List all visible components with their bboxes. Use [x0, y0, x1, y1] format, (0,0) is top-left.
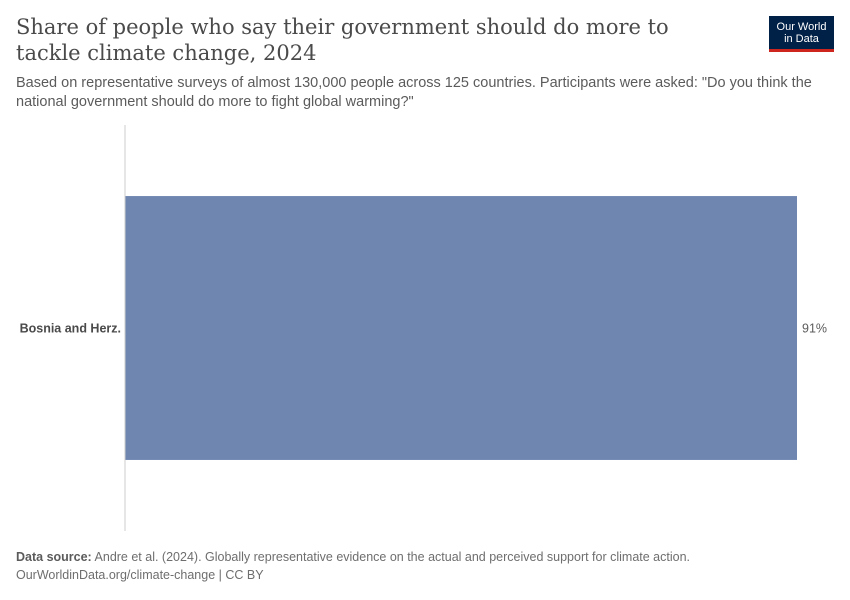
data-source: Data source: Andre et al. (2024). Global…: [16, 548, 836, 566]
owid-logo[interactable]: Our World in Data: [769, 16, 834, 52]
data-source-text: Andre et al. (2024). Globally representa…: [94, 550, 691, 564]
footer-url[interactable]: OurWorldinData.org/climate-change | CC B…: [16, 568, 264, 582]
logo-line-1: Our World: [776, 21, 827, 33]
chart-subtitle: Based on representative surveys of almos…: [16, 75, 812, 110]
bar[interactable]: [125, 196, 798, 460]
logo-line-2: in Data: [784, 33, 819, 45]
footer: Data source: Andre et al. (2024). Global…: [16, 548, 836, 584]
category-label[interactable]: Bosnia and Herz.: [20, 322, 121, 336]
data-source-label: Data source:: [16, 550, 92, 564]
bar-chart: Bosnia and Herz. 91%: [20, 125, 827, 531]
value-label: 91%: [802, 322, 827, 336]
chart-title: Share of people who say their government…: [16, 15, 669, 65]
